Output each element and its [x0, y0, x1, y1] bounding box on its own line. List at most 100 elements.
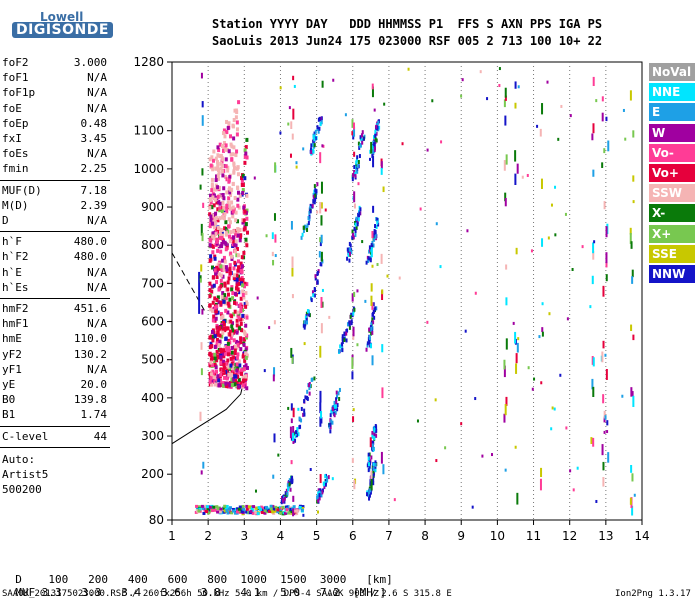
- echo-point: [245, 386, 249, 391]
- echo-point: [370, 470, 373, 482]
- echo-point: [368, 464, 371, 469]
- echo-point: [303, 399, 306, 404]
- echo-point: [288, 106, 291, 110]
- echo-point: [228, 175, 232, 180]
- echo-point: [228, 239, 232, 244]
- param-row-hmf2: hmF2 451.6: [2, 302, 107, 317]
- echo-point: [321, 80, 324, 88]
- echo-point: [322, 144, 325, 148]
- echo-point: [310, 298, 313, 303]
- echo-point: [372, 472, 375, 477]
- echo-point: [316, 270, 319, 275]
- echo-point: [314, 193, 317, 198]
- echo-point: [607, 140, 610, 152]
- echo-point: [245, 507, 249, 511]
- param-value: N/A: [87, 147, 107, 161]
- param-row-d: D N/A: [2, 214, 107, 229]
- echo-point: [517, 85, 520, 89]
- echo-point: [371, 83, 374, 90]
- echo-point: [274, 162, 277, 173]
- echo-point: [235, 362, 239, 367]
- echo-point: [210, 289, 214, 294]
- echo-point: [245, 230, 249, 235]
- echo-point: [319, 152, 322, 164]
- echo-point: [310, 143, 313, 148]
- echo-point: [222, 255, 226, 260]
- echo-point: [232, 166, 236, 171]
- echo-point: [226, 301, 230, 306]
- echo-point: [199, 278, 202, 283]
- echo-point: [431, 99, 434, 103]
- echo-point: [541, 327, 544, 333]
- echo-point: [243, 284, 247, 289]
- echo-point: [324, 208, 327, 212]
- echo-point: [401, 142, 404, 146]
- echo-point: [595, 99, 598, 103]
- echo-point: [327, 475, 330, 480]
- echo-point: [232, 118, 236, 123]
- echo-point: [308, 391, 311, 396]
- echo-point: [239, 381, 243, 386]
- d-label: D: [15, 573, 22, 586]
- echo-point: [234, 231, 238, 236]
- echo-point: [229, 230, 233, 235]
- param-row-ye: yE 20.0: [2, 378, 107, 393]
- echo-point: [222, 370, 226, 375]
- echo-point: [216, 218, 220, 223]
- echo-point: [307, 221, 310, 226]
- echo-point: [231, 366, 235, 371]
- echo-point: [232, 509, 236, 513]
- echo-point: [217, 266, 221, 271]
- echo-point: [211, 234, 215, 239]
- echo-point: [211, 221, 215, 226]
- echo-point: [244, 240, 248, 245]
- echo-point: [592, 357, 595, 367]
- echo-point: [240, 176, 244, 181]
- echo-point: [304, 315, 307, 320]
- echo-point: [276, 510, 280, 514]
- echo-point: [250, 508, 254, 512]
- echo-point: [326, 478, 329, 483]
- echo-point: [214, 211, 218, 216]
- echo-point: [516, 163, 519, 174]
- echo-point: [371, 317, 374, 322]
- echo-point: [325, 476, 328, 481]
- echo-point: [216, 145, 220, 150]
- echo-point: [222, 322, 226, 327]
- param-value: 110.0: [73, 332, 107, 346]
- echo-point: [320, 411, 323, 419]
- echo-point: [310, 377, 313, 382]
- echo-point: [219, 378, 223, 383]
- echo-point: [232, 239, 236, 244]
- echo-point: [304, 395, 307, 400]
- echo-point: [224, 231, 228, 236]
- echo-point: [486, 97, 489, 101]
- echo-point: [359, 135, 362, 140]
- echo-point: [286, 491, 289, 496]
- echo-point: [208, 379, 212, 384]
- echo-point: [621, 394, 624, 398]
- echo-point: [226, 292, 230, 297]
- echo-point: [227, 217, 231, 222]
- echo-point: [243, 209, 247, 214]
- echo-point: [554, 233, 557, 237]
- panel-separator: [0, 231, 110, 233]
- echo-point: [212, 283, 216, 288]
- echo-point: [272, 474, 275, 479]
- echo-point: [290, 478, 293, 483]
- echo-point: [315, 189, 318, 194]
- echo-point: [243, 358, 247, 363]
- echo-point: [208, 281, 212, 286]
- echo-point: [254, 489, 257, 493]
- echo-point: [217, 300, 221, 305]
- echo-point: [369, 248, 372, 253]
- echo-point: [368, 340, 371, 345]
- echo-point: [629, 227, 632, 235]
- echo-point: [224, 296, 228, 301]
- echo-point: [244, 222, 248, 227]
- param-row-he: h`E N/A: [2, 266, 107, 281]
- panel-separator: [0, 298, 110, 299]
- echo-point: [231, 296, 235, 301]
- echo-point: [244, 151, 248, 156]
- echo-point: [232, 229, 236, 234]
